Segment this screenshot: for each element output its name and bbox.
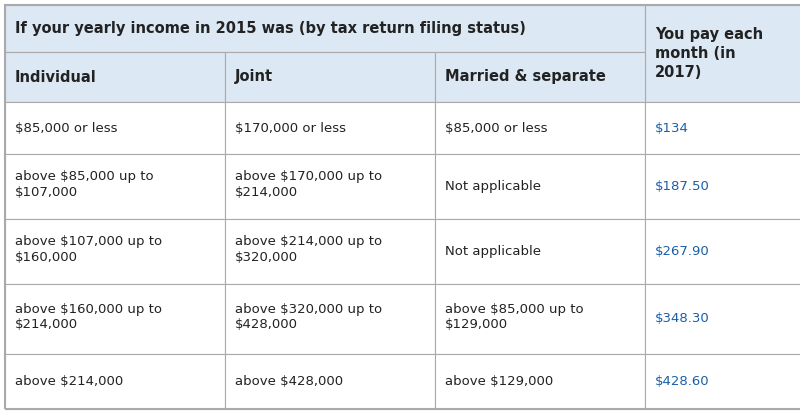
Bar xyxy=(225,284,435,354)
Bar xyxy=(5,219,225,284)
Bar xyxy=(5,5,645,52)
Bar xyxy=(645,284,800,354)
Text: $134: $134 xyxy=(655,121,689,135)
Text: above $129,000: above $129,000 xyxy=(445,375,554,388)
Bar xyxy=(225,154,435,219)
Text: above $85,000 up to
$107,000: above $85,000 up to $107,000 xyxy=(15,170,154,199)
Text: You pay each
month (in
2017): You pay each month (in 2017) xyxy=(655,27,763,80)
Text: above $214,000 up to
$320,000: above $214,000 up to $320,000 xyxy=(235,235,382,264)
Text: Not applicable: Not applicable xyxy=(445,245,541,258)
Bar xyxy=(645,5,800,102)
Text: $187.50: $187.50 xyxy=(655,180,710,193)
Text: above $170,000 up to
$214,000: above $170,000 up to $214,000 xyxy=(235,170,382,199)
Text: above $107,000 up to
$160,000: above $107,000 up to $160,000 xyxy=(15,235,162,264)
Text: above $428,000: above $428,000 xyxy=(235,375,343,388)
Text: Married & separate: Married & separate xyxy=(445,69,606,85)
Bar xyxy=(435,284,645,354)
Bar xyxy=(5,102,225,154)
Bar xyxy=(435,52,645,102)
Text: $85,000 or less: $85,000 or less xyxy=(15,121,118,135)
Bar xyxy=(225,102,435,154)
Bar xyxy=(5,284,225,354)
Bar xyxy=(225,354,435,409)
Text: above $214,000: above $214,000 xyxy=(15,375,123,388)
Bar xyxy=(645,154,800,219)
Bar xyxy=(435,154,645,219)
Bar xyxy=(5,154,225,219)
Bar xyxy=(435,102,645,154)
Bar xyxy=(645,219,800,284)
Text: Not applicable: Not applicable xyxy=(445,180,541,193)
Text: $85,000 or less: $85,000 or less xyxy=(445,121,547,135)
Bar xyxy=(5,52,225,102)
Text: $428.60: $428.60 xyxy=(655,375,710,388)
Text: $170,000 or less: $170,000 or less xyxy=(235,121,346,135)
Bar xyxy=(5,354,225,409)
Text: above $85,000 up to
$129,000: above $85,000 up to $129,000 xyxy=(445,302,584,332)
Text: If your yearly income in 2015 was (by tax return filing status): If your yearly income in 2015 was (by ta… xyxy=(15,21,526,36)
Text: above $160,000 up to
$214,000: above $160,000 up to $214,000 xyxy=(15,302,162,332)
Bar xyxy=(225,219,435,284)
Bar xyxy=(645,102,800,154)
Text: Joint: Joint xyxy=(235,69,273,85)
Text: above $320,000 up to
$428,000: above $320,000 up to $428,000 xyxy=(235,302,382,332)
Bar xyxy=(435,219,645,284)
Text: $267.90: $267.90 xyxy=(655,245,710,258)
Bar xyxy=(225,52,435,102)
Bar xyxy=(435,354,645,409)
Text: $348.30: $348.30 xyxy=(655,313,710,325)
Bar xyxy=(645,354,800,409)
Text: Individual: Individual xyxy=(15,69,97,85)
